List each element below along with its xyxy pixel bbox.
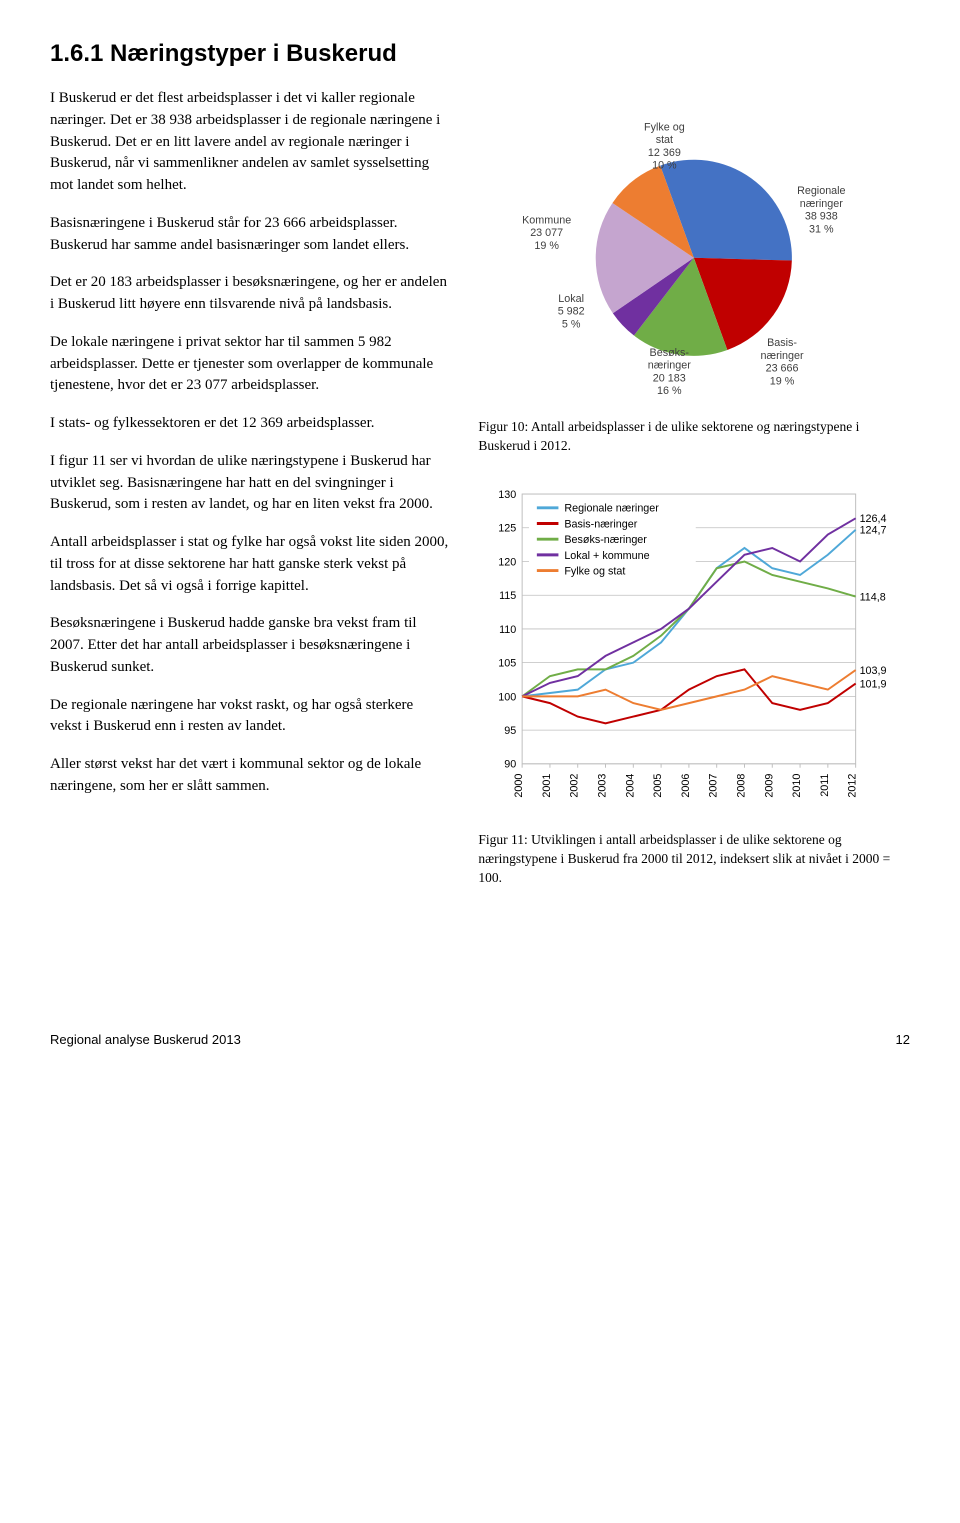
pie-chart: Regionalenæringer38 93831 % Basis-næringe… (478, 88, 910, 408)
paragraph: Basisnæringene i Buskerud står for 23 66… (50, 213, 448, 257)
x-tick-label: 2007 (708, 773, 720, 797)
series-end-label: 126,4 (860, 513, 887, 525)
x-tick-label: 2002 (569, 773, 581, 797)
paragraph: Antall arbeidsplasser i stat og fylke ha… (50, 532, 448, 597)
figure-caption: Figur 10: Antall arbeidsplasser i de uli… (478, 418, 910, 456)
series-end-label: 103,9 (860, 665, 887, 677)
legend-label: Fylke og stat (565, 565, 626, 577)
text-column: I Buskerud er det flest arbeidsplasser i… (50, 88, 448, 912)
figure-column: Regionalenæringer38 93831 % Basis-næringe… (478, 88, 910, 912)
pie-slice-label: Lokal5 9825 % (558, 293, 585, 331)
y-tick-label: 130 (499, 489, 517, 501)
pie-slice-label: Basis-næringer23 66619 % (761, 337, 804, 387)
series-end-label: 101,9 (860, 678, 887, 690)
legend-label: Besøks-næringer (565, 534, 648, 546)
footer-left: Regional analyse Buskerud 2013 (50, 1032, 241, 1047)
y-tick-label: 120 (499, 556, 517, 568)
x-tick-label: 2012 (847, 773, 859, 797)
pie-slice-label: Kommune23 07719 % (523, 214, 572, 252)
x-tick-label: 2000 (514, 773, 526, 797)
series-end-label: 114,8 (860, 591, 886, 603)
x-tick-label: 2008 (736, 773, 748, 797)
x-tick-label: 2003 (597, 773, 609, 797)
pie-slice-label: Regionalenæringer38 93831 % (797, 185, 845, 235)
pie-slice-label: Besøks-næringer20 18316 % (648, 347, 691, 397)
paragraph: De lokale næringene i privat sektor har … (50, 332, 448, 397)
y-tick-label: 105 (499, 657, 517, 669)
y-tick-label: 100 (499, 691, 517, 703)
y-tick-label: 110 (499, 624, 516, 636)
y-tick-label: 95 (505, 725, 517, 737)
x-tick-label: 2001 (541, 773, 553, 797)
y-tick-label: 90 (505, 759, 517, 771)
paragraph: I Buskerud er det flest arbeidsplasser i… (50, 88, 448, 197)
legend-label: Regionale næringer (565, 502, 660, 514)
x-tick-label: 2011 (819, 773, 831, 796)
section-heading: 1.6.1 Næringstyper i Buskerud (50, 40, 910, 68)
x-tick-label: 2006 (680, 773, 692, 797)
paragraph: Aller størst vekst har det vært i kommun… (50, 754, 448, 798)
footer-page-number: 12 (896, 1032, 910, 1047)
y-tick-label: 115 (499, 590, 516, 602)
figure-caption: Figur 11: Utviklingen i antall arbeidspl… (478, 831, 910, 888)
series-end-label: 124,7 (860, 525, 887, 537)
page-footer: Regional analyse Buskerud 2013 12 (50, 1032, 910, 1047)
paragraph: I figur 11 ser vi hvordan de ulike nærin… (50, 451, 448, 516)
x-tick-label: 2010 (791, 773, 803, 797)
paragraph: I stats- og fylkessektoren er det 12 369… (50, 413, 448, 435)
y-tick-label: 125 (499, 522, 517, 534)
paragraph: Det er 20 183 arbeidsplasser i besøksnær… (50, 272, 448, 316)
x-tick-label: 2004 (625, 773, 637, 797)
line-chart: 90 95 100 105 110 115 120 125 130 124,7 101,9 114,8… (478, 481, 910, 821)
legend-label: Basis-næringer (565, 518, 638, 530)
legend-label: Lokal + kommune (565, 550, 650, 562)
paragraph: Besøksnæringene i Buskerud hadde ganske … (50, 613, 448, 678)
paragraph: De regionale næringene har vokst raskt, … (50, 695, 448, 739)
x-tick-label: 2009 (764, 773, 776, 797)
two-column-layout: I Buskerud er det flest arbeidsplasser i… (50, 88, 910, 912)
x-tick-label: 2005 (653, 773, 665, 797)
